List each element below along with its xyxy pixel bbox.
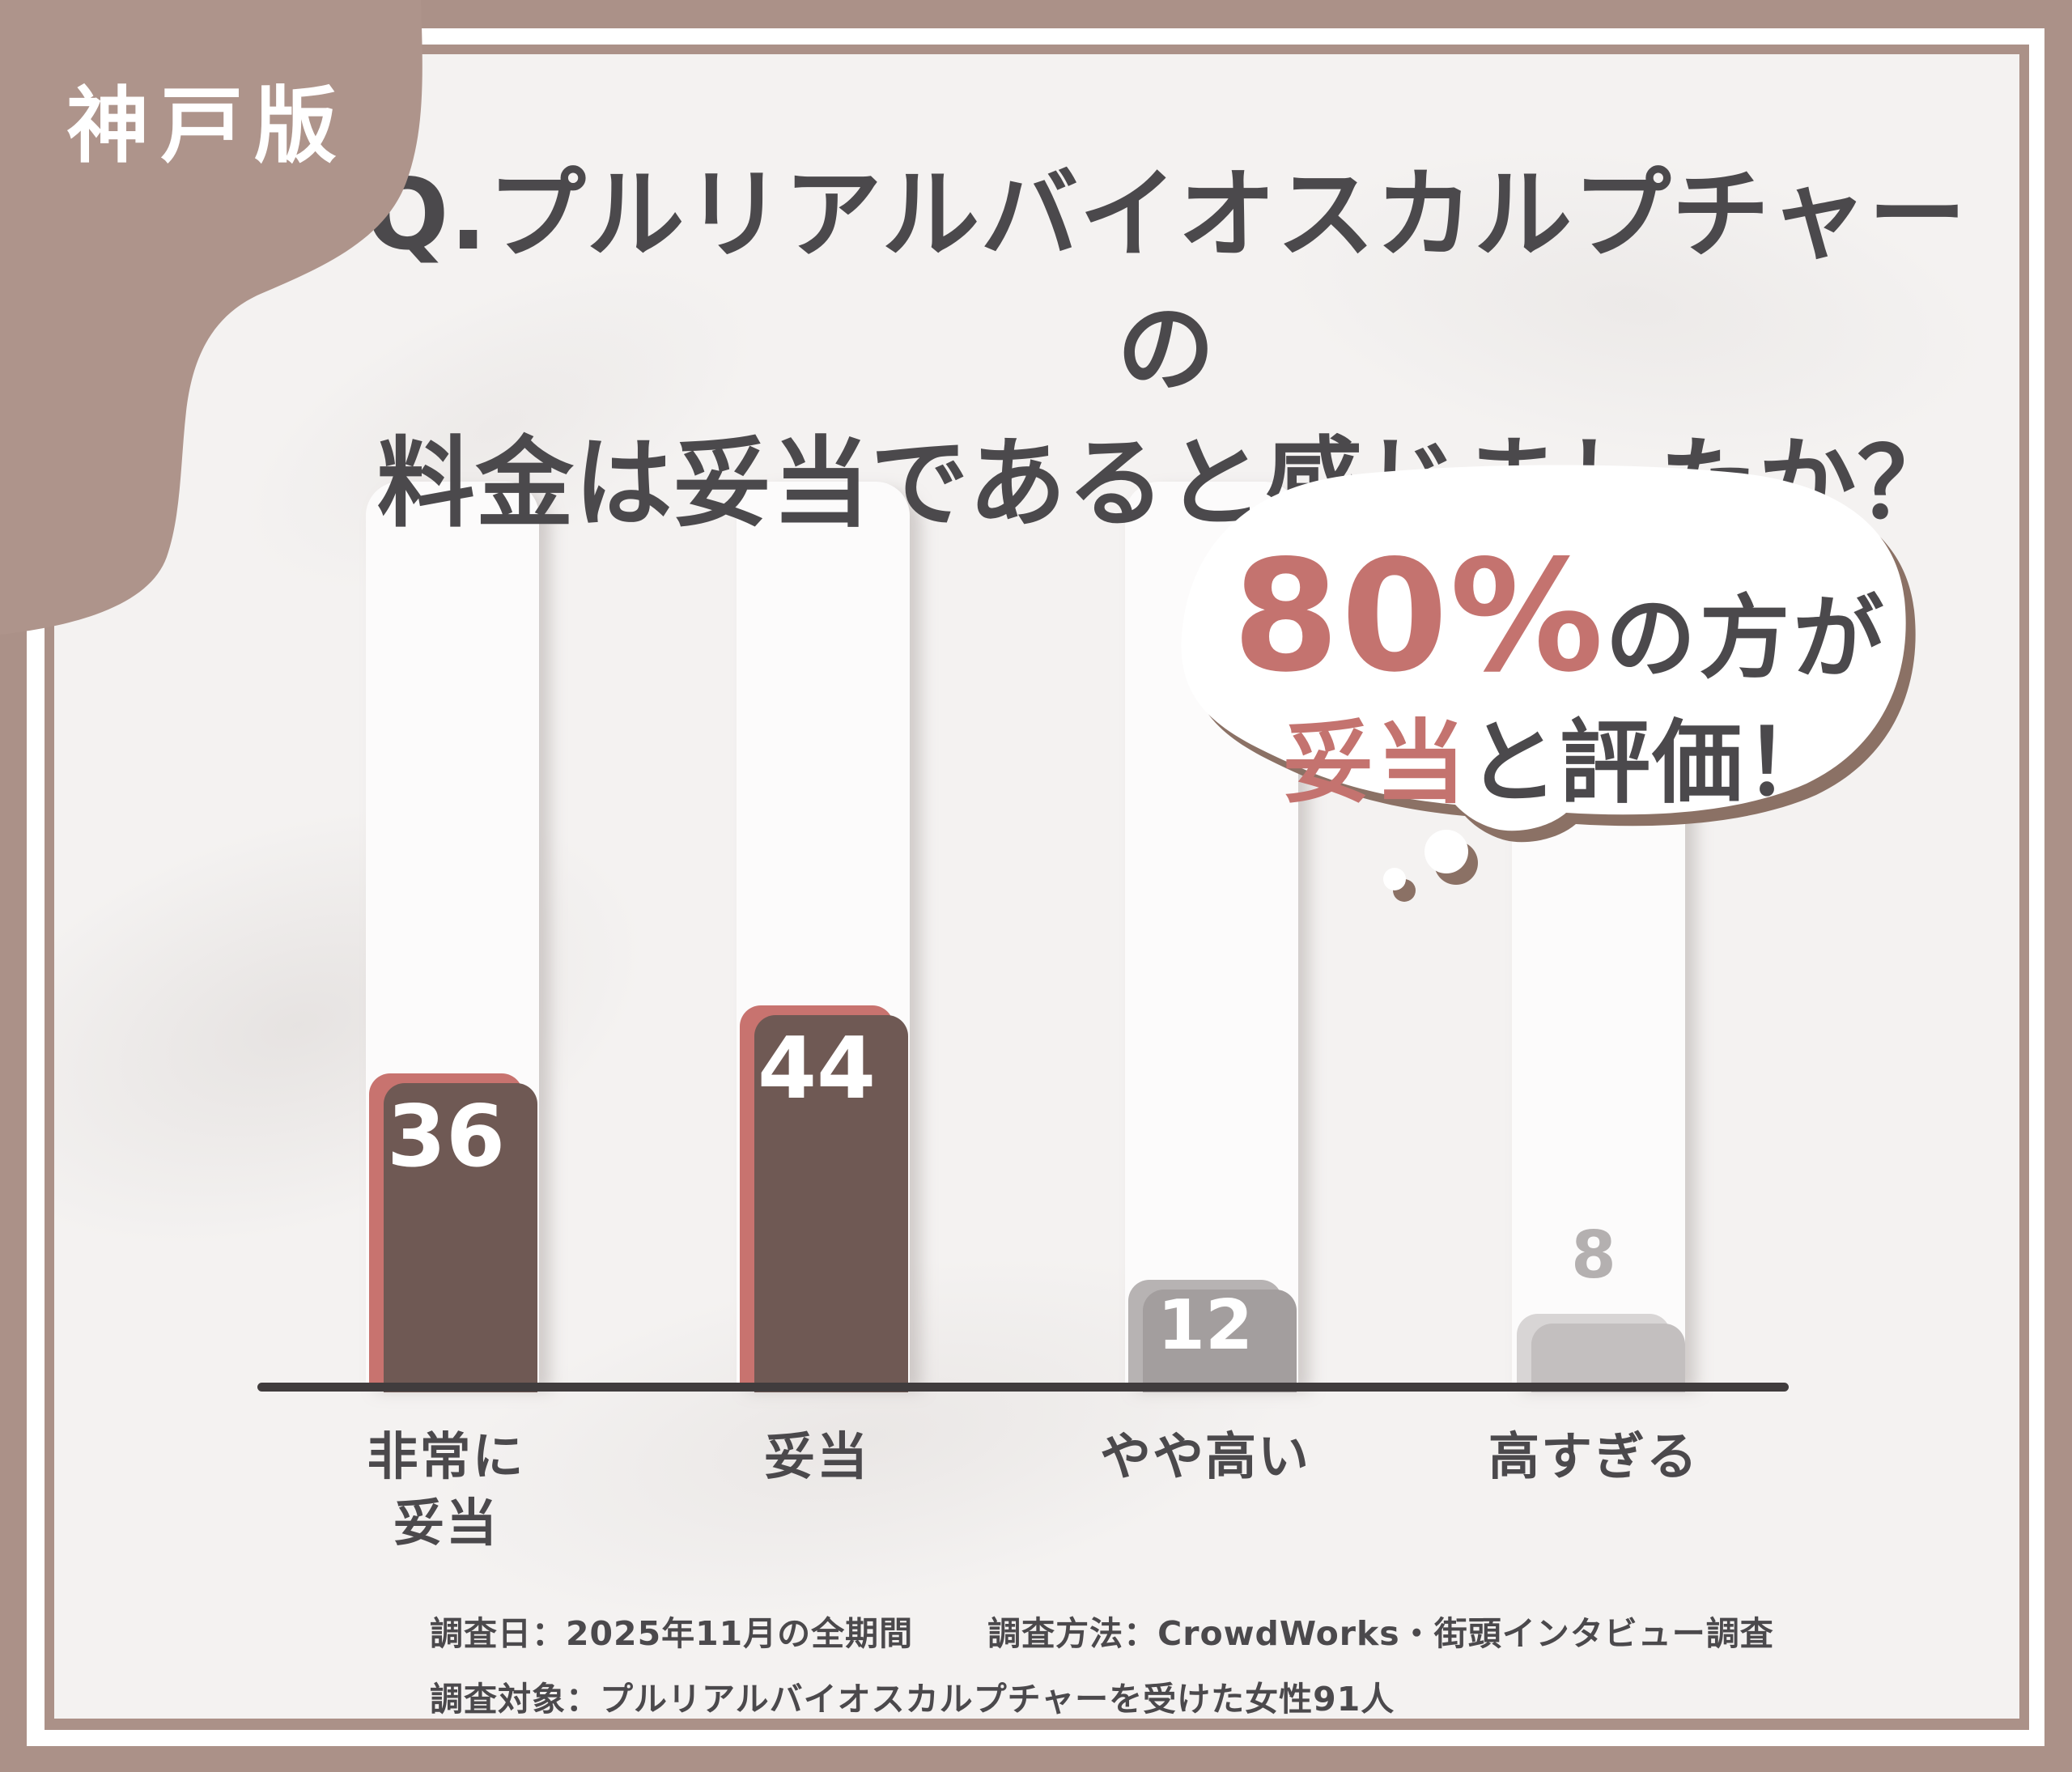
stat-percent-suffix: の方が bbox=[1605, 586, 1887, 691]
page-title-line1: Q.プルリアルバイオスカルプチャーの bbox=[365, 158, 1968, 406]
bar-やや高い: 12 bbox=[1128, 1280, 1282, 1383]
x-axis-line bbox=[257, 1383, 1789, 1392]
bar-高すぎる: 8 bbox=[1517, 1223, 1671, 1383]
speech-bubble-droplet-large bbox=[1424, 830, 1468, 873]
badge-label: 神戸版 bbox=[66, 79, 348, 175]
bar-value-label: 8 bbox=[1571, 1217, 1616, 1293]
category-label: やや高い bbox=[1100, 1427, 1310, 1486]
survey-target: 調査対象：プルリアルバイオスカルプチャーを受けた女性91人 bbox=[430, 1680, 1395, 1719]
bubble-highlight-word: 妥当 bbox=[1283, 711, 1467, 816]
survey-date: 調査日：2025年11月の全期間 bbox=[430, 1614, 914, 1653]
stat-percent: 80% bbox=[1232, 527, 1606, 706]
speech-bubble-body bbox=[1181, 465, 1906, 831]
category-label: 妥当 bbox=[764, 1427, 869, 1486]
speech-bubble bbox=[1181, 465, 1906, 890]
bubble-highlight-line: 妥当と評価！ bbox=[1204, 712, 1916, 816]
bar-chart: 36 非常に 妥当 44 妥当 12 やや高い 8 高すぎる bbox=[54, 54, 2019, 1719]
bubble-stat-line: 80% の方が bbox=[1204, 540, 1916, 696]
bubble-highlight-suffix: と評価！ bbox=[1467, 711, 1836, 816]
survey-method: 調査方法：CrowdWorks・街頭インタビュー調査 bbox=[987, 1614, 1774, 1653]
survey-notes-line1: 調査日：2025年11月の全期間 調査方法：CrowdWorks・街頭インタビュー… bbox=[430, 1610, 1971, 1658]
bar-value-label: 36 bbox=[386, 1087, 506, 1186]
survey-notes: 調査日：2025年11月の全期間 調査方法：CrowdWorks・街頭インタビュー… bbox=[430, 1610, 1971, 1719]
speech-bubble-droplet-small bbox=[1383, 868, 1406, 890]
bar-value-label: 44 bbox=[757, 1019, 877, 1118]
bar-value-label: 12 bbox=[1157, 1285, 1254, 1366]
bar-妥当: 44 bbox=[740, 1005, 894, 1383]
badge-blob bbox=[0, 0, 422, 635]
bar-非常に妥当: 36 bbox=[369, 1073, 523, 1383]
category-label: 高すぎる bbox=[1488, 1427, 1699, 1486]
infographic-card: Q.プルリアルバイオスカルプチャーの 料金は妥当であると感じましたか？ 36 非常… bbox=[54, 54, 2019, 1719]
category-label: 非常に 妥当 bbox=[367, 1427, 525, 1553]
